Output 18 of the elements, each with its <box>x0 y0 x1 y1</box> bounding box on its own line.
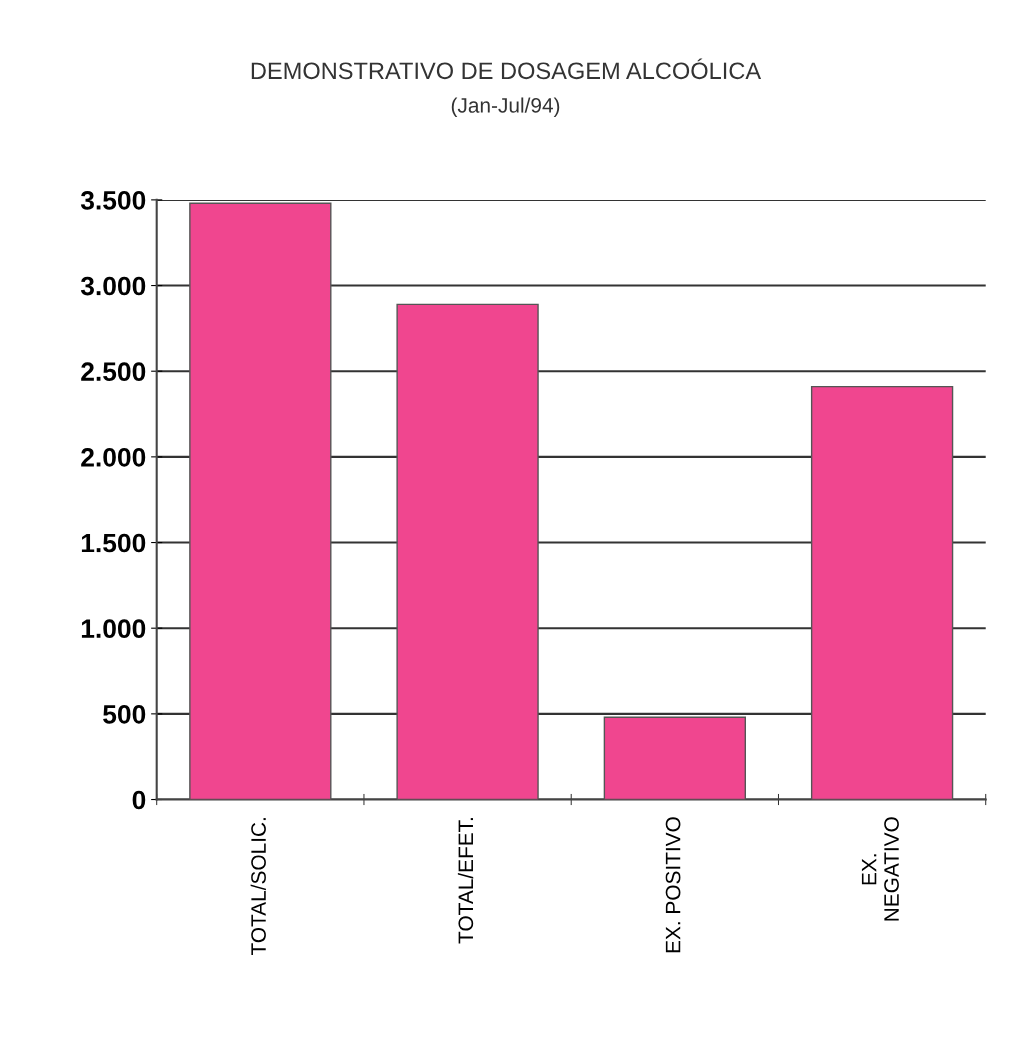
y-tick-label: 0 <box>132 790 146 810</box>
y-tick-label: 500 <box>103 704 146 724</box>
chart-subtitle: (Jan-Jul/94) <box>451 97 560 117</box>
y-tick-label: 2.500 <box>81 362 146 382</box>
y-tick-label: 1.000 <box>81 619 146 639</box>
y-tick-label: 1.500 <box>81 533 146 553</box>
bar <box>810 385 954 800</box>
x-tick-label: TOTAL/EFET. <box>457 818 474 944</box>
x-tick-label: EX. POSITIVO <box>665 817 681 953</box>
y-tick-label: 3.500 <box>80 191 146 210</box>
x-tick-label: TOTAL/SOLIC. <box>250 818 266 956</box>
x-tick-label: EX. NEGATIVO <box>861 817 899 921</box>
y-tick-label: 3.000 <box>80 276 146 296</box>
bar <box>603 716 747 800</box>
bar <box>396 303 539 800</box>
bar <box>189 202 332 800</box>
chart-title: DEMONSTRATIVO DE DOSAGEM ALCOÓLICA <box>251 58 762 80</box>
y-tick-label: 2.000 <box>81 448 146 467</box>
